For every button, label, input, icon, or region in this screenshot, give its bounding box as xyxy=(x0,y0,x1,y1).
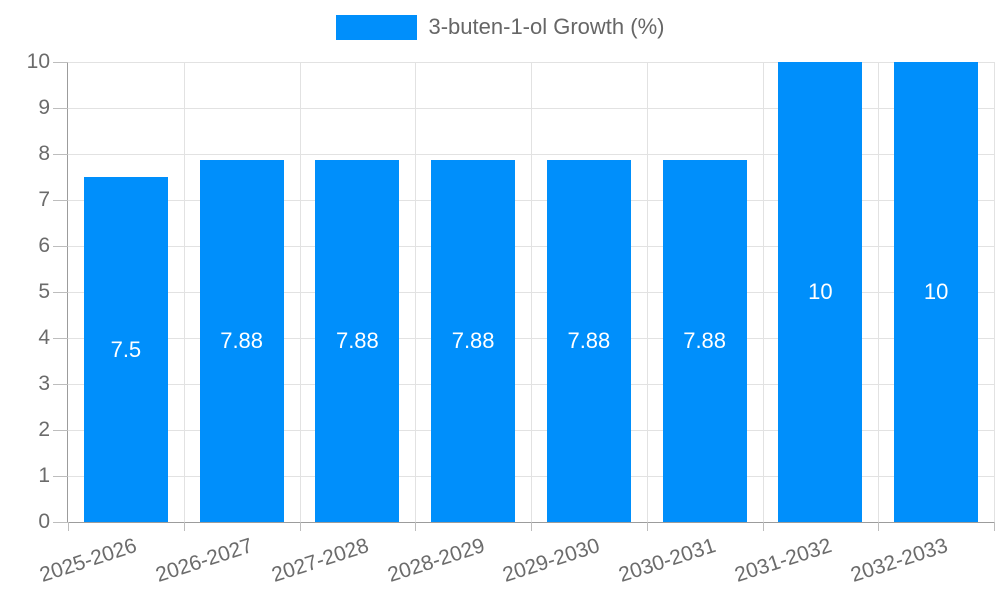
y-axis-tick xyxy=(53,246,68,247)
x-axis-tick xyxy=(531,522,532,531)
x-axis-tick-label: 2029-2030 xyxy=(500,534,603,587)
y-axis-tick xyxy=(53,430,68,431)
legend-swatch-icon xyxy=(335,14,417,40)
gridline-vertical xyxy=(183,62,185,522)
gridline-vertical xyxy=(878,62,880,522)
x-axis-tick xyxy=(878,522,880,531)
x-axis-tick xyxy=(183,522,185,531)
y-axis-tick xyxy=(53,476,68,477)
x-axis-tick-label: 2026-2027 xyxy=(153,534,256,587)
legend[interactable]: 3-buten-1-ol Growth (%) xyxy=(0,14,1000,40)
bar-2026-2027[interactable] xyxy=(199,159,284,522)
plot-area: 7.5 7.88 7.88 7.88 7.88 7.88 10 10 xyxy=(53,62,995,531)
bar-2028-2029[interactable] xyxy=(431,159,516,522)
bar-2032-2033[interactable] xyxy=(894,62,979,522)
y-axis-tick-label: 7 xyxy=(38,188,50,211)
y-axis-tick xyxy=(53,200,68,201)
y-axis-tick xyxy=(53,292,68,293)
gridline-vertical xyxy=(994,62,995,522)
y-axis-tick-label: 6 xyxy=(38,234,50,257)
x-axis-tick-label: 2027-2028 xyxy=(268,534,372,587)
y-axis-tick-label: 9 xyxy=(38,96,50,119)
y-axis-tick xyxy=(53,62,68,63)
x-axis-tick xyxy=(994,522,995,531)
gridline-vertical xyxy=(762,62,764,522)
y-axis-tick-label: 10 xyxy=(26,50,50,73)
gridline-vertical xyxy=(646,62,648,522)
y-axis-tick-label: 1 xyxy=(38,464,50,487)
bar-2030-2031[interactable] xyxy=(662,159,747,522)
y-axis-tick xyxy=(53,108,68,109)
gridline-vertical xyxy=(415,62,417,522)
x-axis-tick xyxy=(415,522,417,531)
y-axis-tick xyxy=(53,338,68,339)
bar-2027-2028[interactable] xyxy=(315,159,400,522)
y-axis-tick-label: 3 xyxy=(38,372,50,395)
y-axis-tick xyxy=(53,522,68,523)
y-axis-tick xyxy=(53,154,68,155)
y-axis-tick-label: 4 xyxy=(38,326,50,349)
y-axis-tick xyxy=(53,384,68,385)
x-axis-tick-label: 2025-2026 xyxy=(37,534,140,587)
gridline-vertical xyxy=(531,62,532,522)
y-axis-tick-label: 2 xyxy=(38,418,50,441)
y-axis-tick-label: 0 xyxy=(38,510,50,533)
x-axis-tick xyxy=(299,522,301,531)
bar-2025-2026[interactable] xyxy=(83,177,168,522)
y-axis-tick-label: 5 xyxy=(38,280,50,303)
x-axis-tick xyxy=(762,522,764,531)
x-axis-tick-label: 2032-2033 xyxy=(847,534,951,587)
y-axis-labels: 0 1 2 3 4 5 6 7 8 9 10 xyxy=(0,50,50,533)
legend-label: 3-buten-1-ol Growth (%) xyxy=(428,14,665,39)
x-axis-tick xyxy=(68,522,69,531)
x-axis-tick-label: 2028-2029 xyxy=(384,534,488,587)
gridline-vertical xyxy=(299,62,301,522)
x-axis-tick-label: 2031-2032 xyxy=(731,534,835,587)
y-axis-tick-label: 8 xyxy=(38,142,50,165)
bar-2031-2032[interactable] xyxy=(778,62,863,522)
bar-2029-2030[interactable] xyxy=(546,159,631,522)
x-axis-tick-label: 2030-2031 xyxy=(616,534,719,587)
x-axis-tick xyxy=(646,522,648,531)
